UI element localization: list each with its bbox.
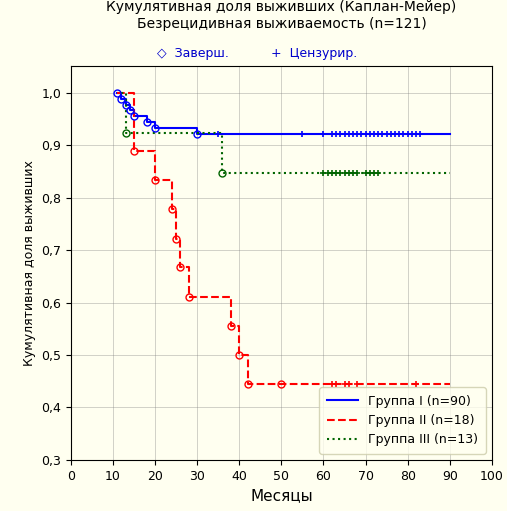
Text: +  Цензурир.: + Цензурир.: [271, 47, 357, 60]
X-axis label: Месяцы: Месяцы: [250, 488, 313, 503]
Legend: Группа I (n=90), Группа II (n=18), Группа III (n=13): Группа I (n=90), Группа II (n=18), Групп…: [319, 387, 486, 454]
Title: Кумулятивная доля выживших (Каплан-Мейер)
Безрецидивная выживаемость (n=121): Кумулятивная доля выживших (Каплан-Мейер…: [106, 1, 456, 31]
Y-axis label: Кумулятивная доля выживших: Кумулятивная доля выживших: [23, 160, 35, 366]
Text: ◇  Заверш.: ◇ Заверш.: [157, 47, 229, 60]
